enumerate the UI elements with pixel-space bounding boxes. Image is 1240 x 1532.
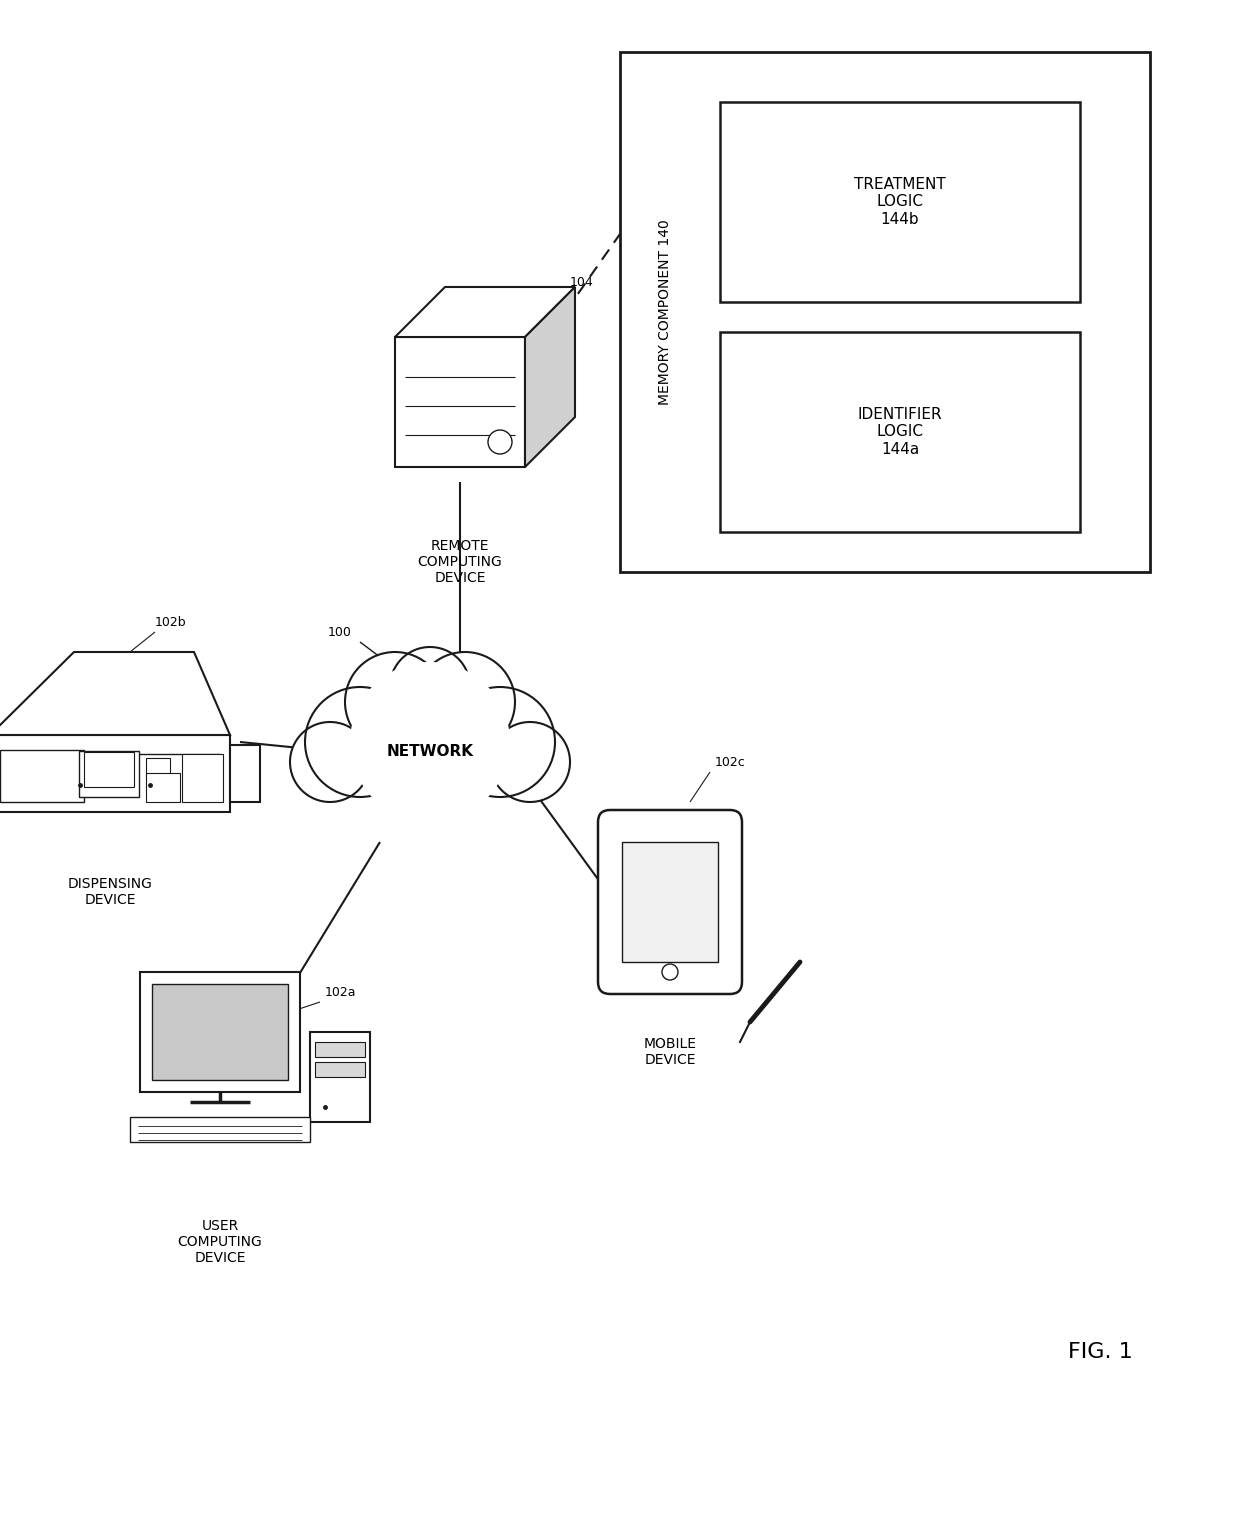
- Bar: [146, 758, 170, 777]
- Circle shape: [345, 653, 445, 752]
- Bar: [720, 103, 1080, 302]
- Polygon shape: [396, 286, 575, 337]
- Text: USER
COMPUTING
DEVICE: USER COMPUTING DEVICE: [177, 1219, 263, 1265]
- Bar: [79, 751, 139, 797]
- Circle shape: [489, 430, 512, 453]
- Polygon shape: [229, 745, 260, 801]
- Text: MOBILE
DEVICE: MOBILE DEVICE: [644, 1037, 697, 1068]
- Circle shape: [415, 653, 515, 752]
- Text: TREATMENT
LOGIC
144b: TREATMENT LOGIC 144b: [854, 178, 946, 227]
- Text: IDENTIFIER
LOGIC
144a: IDENTIFIER LOGIC 144a: [858, 408, 942, 457]
- Circle shape: [360, 682, 500, 823]
- Bar: [182, 754, 223, 801]
- Polygon shape: [0, 735, 229, 812]
- Text: FIG. 1: FIG. 1: [1068, 1342, 1132, 1362]
- Bar: [622, 843, 718, 962]
- Polygon shape: [525, 286, 575, 467]
- Circle shape: [662, 964, 678, 980]
- Circle shape: [290, 722, 370, 801]
- Circle shape: [391, 647, 470, 728]
- Bar: [310, 1033, 370, 1121]
- Text: NETWORK: NETWORK: [387, 745, 474, 760]
- Text: REMOTE
COMPUTING
DEVICE: REMOTE COMPUTING DEVICE: [418, 539, 502, 585]
- Bar: [84, 752, 134, 787]
- Text: DISPENSING
DEVICE: DISPENSING DEVICE: [67, 876, 153, 907]
- Bar: [146, 772, 180, 801]
- Bar: [620, 52, 1149, 571]
- Bar: [153, 984, 288, 1080]
- Bar: [315, 1062, 365, 1077]
- Bar: [0, 749, 84, 801]
- Circle shape: [445, 686, 556, 797]
- Text: 100: 100: [329, 625, 352, 639]
- Text: 102b: 102b: [154, 616, 186, 628]
- Bar: [140, 971, 300, 1092]
- Text: MEMORY COMPONENT 140: MEMORY COMPONENT 140: [658, 219, 672, 404]
- Text: 102a: 102a: [324, 985, 356, 999]
- Polygon shape: [0, 653, 229, 735]
- Polygon shape: [396, 337, 525, 467]
- Circle shape: [490, 722, 570, 801]
- Bar: [130, 1117, 310, 1141]
- Text: 102c: 102c: [714, 755, 745, 769]
- Text: 104: 104: [570, 276, 594, 288]
- Bar: [720, 332, 1080, 532]
- Bar: [315, 1042, 365, 1057]
- Circle shape: [350, 662, 510, 823]
- Circle shape: [365, 697, 495, 827]
- FancyBboxPatch shape: [598, 810, 742, 994]
- Circle shape: [305, 686, 415, 797]
